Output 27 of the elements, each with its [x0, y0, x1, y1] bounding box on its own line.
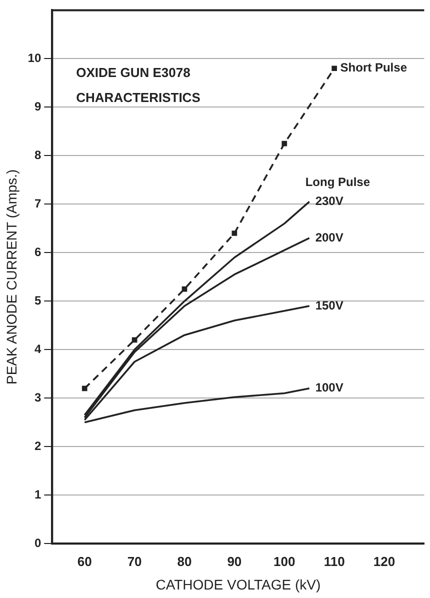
y-tick-label: 10 [28, 51, 42, 66]
y-tick-label: 2 [34, 438, 42, 453]
annotation: Long Pulse [305, 175, 370, 190]
text: OXIDE GUN E3078 CHARACTERISTICS [76, 64, 201, 105]
series-label: 230V [315, 194, 344, 208]
y-tick-label: 8 [34, 148, 42, 162]
x-tick-label: 90 [227, 554, 242, 569]
series-label: Short Pulse [340, 60, 408, 75]
x-tick-label: 120 [373, 554, 396, 569]
x-axis-title: CATHODE VOLTAGE (kV) [156, 576, 321, 592]
y-tick-label: 3 [34, 390, 42, 404]
y-tick-label: 5 [34, 293, 42, 308]
series-label: 150V [315, 298, 344, 312]
y-tick-label: 7 [34, 196, 42, 210]
series-label: 200V [315, 230, 344, 244]
x-tick-label: 60 [77, 554, 92, 569]
series-label: 100V [315, 380, 344, 395]
y-tick-label: 0 [34, 536, 42, 550]
x-tick-label: 110 [324, 554, 345, 569]
y-tick-label: 1 [34, 487, 42, 502]
y-tick-label: 4 [34, 342, 42, 356]
x-tick-label: 100 [274, 554, 296, 569]
x-tick-label: 80 [177, 554, 192, 569]
x-tick-label: 70 [127, 554, 142, 569]
y-axis-title: PEAK ANODE CURRENT (Amps.) [3, 169, 20, 385]
y-tick-label: 9 [34, 99, 42, 114]
y-tick-label: 6 [34, 244, 42, 259]
